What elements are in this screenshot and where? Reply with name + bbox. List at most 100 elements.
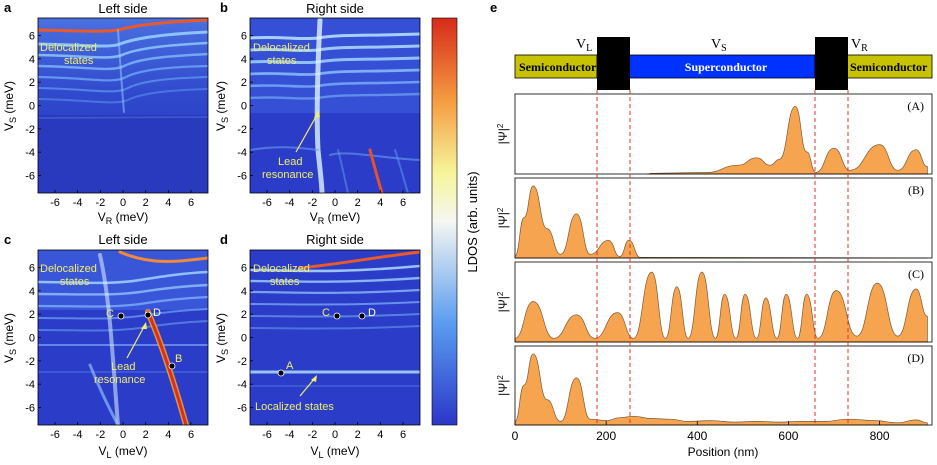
c-point-D-label: D (153, 307, 161, 319)
c-lead-arrow (126, 324, 146, 359)
d-localized-arrowhead (311, 375, 317, 382)
d-localized-arrow (299, 377, 316, 397)
panel-c-ytick-label: 0 (29, 333, 35, 345)
d-ylabel: VS (meV) (214, 313, 230, 363)
panel-d-ytick-label: -4 (237, 379, 247, 391)
semiconductor-right-label: Semiconductor (850, 60, 928, 74)
panel-c-xtick-label: 4 (165, 429, 171, 441)
e-xtick-label: 600 (778, 429, 798, 443)
panel-b-letter: b (220, 0, 228, 15)
panel-a-title: Left side (98, 1, 147, 16)
wavefunction-panel: (C) |Ψ|2 (496, 261, 933, 343)
e-xtick-label: 0 (512, 429, 519, 443)
panel-d-letter: d (220, 232, 228, 247)
b-lead-arrow (295, 112, 319, 153)
panel-d-title: Right side (306, 232, 364, 247)
panel-c-ytick-label: -2 (25, 356, 35, 368)
d-localized-label: Localized states (255, 401, 334, 413)
c-point-C (117, 312, 125, 320)
panel-c-xtick-label: 6 (188, 429, 194, 441)
panel-b-xtick-label: -2 (307, 197, 317, 209)
b-ylabel: VS (meV) (214, 81, 230, 131)
b-xlabel: VR (meV) (310, 210, 361, 226)
wavefunction-ylabel: |Ψ|2 (496, 375, 510, 396)
panel-b-ytick-label: -6 (237, 171, 247, 183)
panel-c-ytick-label: -6 (25, 403, 35, 415)
panel-c-title: Left side (98, 232, 147, 247)
d-point-D (358, 312, 366, 320)
panel-a-ytick-label: -4 (25, 147, 35, 159)
panel-c-xtick-label: -2 (95, 429, 105, 441)
state-label: (C) (908, 267, 924, 281)
d-point-A-label: A (286, 360, 294, 372)
panel-c-ytick-label: -4 (25, 379, 35, 391)
a-ylabel: VS (meV) (2, 81, 18, 131)
heatmap-a (38, 18, 208, 193)
a-xlabel: VR (meV) (98, 210, 149, 226)
wavefunction-frame (514, 177, 933, 259)
panel-c-xtick-label: 0 (120, 429, 126, 441)
semiconductor-left-label: Semiconductor (519, 60, 597, 74)
d-point-C (333, 312, 341, 320)
panel-b-xtick-label: 6 (400, 197, 406, 209)
wavefunction-panel: (D) |Ψ|2 (496, 345, 933, 426)
panel-d-xtick-label: -4 (285, 429, 295, 441)
panel-a-xtick-label: 2 (143, 197, 149, 209)
panel-d-ytick-label: 6 (241, 263, 247, 275)
e-xtick-label: 200 (596, 429, 616, 443)
panel-b-xtick-label: 0 (332, 197, 338, 209)
heatmap-b (250, 18, 420, 193)
c-lead-line2: resonance (94, 374, 145, 386)
d-point-A (277, 369, 285, 377)
panel-a-ytick-label: 6 (29, 31, 35, 43)
colorbar-label: LDOS (arb. units) (465, 171, 480, 272)
panel-a-ytick-label: 2 (29, 77, 35, 89)
panel-b-xtick-label: 2 (355, 197, 361, 209)
panel-c-xtick-label: 2 (143, 429, 149, 441)
panel-c-xtick-label: -6 (50, 429, 60, 441)
e-xtick-label: 400 (687, 429, 707, 443)
wavefunction-ylabel: |Ψ|2 (496, 291, 510, 312)
panel-a-ytick-label: 0 (29, 101, 35, 113)
panel-b-ytick-label: -4 (237, 147, 247, 159)
d-deloc-line2: states (270, 276, 300, 288)
a-deloc-line2: states (64, 55, 94, 67)
panel-d-ytick-label: -2 (237, 356, 247, 368)
wavefunction-profile (514, 353, 928, 426)
wavefunction-panels: (A) |Ψ|2 (B) |Ψ|2 (C) |Ψ|2 (D) |Ψ|2 0 200 400 600 80… (496, 93, 933, 443)
axis-labels: VR (meV) VR (meV) VL (meV) VL (meV) VS (… (2, 81, 360, 460)
wavefunction-panel: (A) |Ψ|2 (496, 93, 933, 175)
panel-d-ytick-label: -6 (237, 403, 247, 415)
superconductor-label: Superconductor (685, 60, 768, 74)
b-lead-line2: resonance (262, 169, 313, 181)
axes-layer: -6 -4 -2 0 2 4 6 6 4 2 0 -2 -4 -6 -6 -4 -2 0 2 4 6 6 4 2 0 -2 -4 -6… (25, 31, 406, 442)
panel-a-xtick-label: -6 (50, 197, 60, 209)
panel-a-xtick-label: -4 (73, 197, 83, 209)
panel-d-xtick-label: 4 (377, 429, 383, 441)
panel-d-xtick-label: 6 (400, 429, 406, 441)
heatmap-c (38, 250, 208, 425)
wavefunction-frame (514, 261, 933, 343)
panel-a-ytick-label: -2 (25, 124, 35, 136)
c-point-D (144, 311, 152, 319)
panel-a-ytick-label: -6 (25, 171, 35, 183)
panel-b-ytick-label: 0 (241, 101, 247, 113)
c-deloc-line2: states (60, 276, 90, 288)
panel-a-xtick-label: 6 (188, 197, 194, 209)
panel-c-xtick-label: -4 (73, 429, 83, 441)
panel-a-xtick-label: 4 (165, 197, 171, 209)
panel-c-letter: c (4, 232, 11, 247)
c-deloc-line1: Delocalized (40, 263, 97, 275)
e-xlabel: Position (nm) (688, 445, 759, 459)
panel-b-ytick-label: 6 (241, 31, 247, 43)
colorbar (431, 17, 458, 426)
gate-VL-label: VL (576, 37, 592, 54)
c-xlabel: VL (meV) (98, 444, 147, 460)
c-point-C-label: C (106, 308, 114, 320)
wavefunction-ylabel: |Ψ|2 (496, 123, 510, 144)
panel-d-ytick-label: 0 (241, 333, 247, 345)
panel-d-ytick-label: 2 (241, 309, 247, 321)
panel-c-ytick-label: 6 (29, 263, 35, 275)
d-xlabel: VL (meV) (310, 444, 359, 460)
gate-left-bottom (597, 78, 630, 90)
